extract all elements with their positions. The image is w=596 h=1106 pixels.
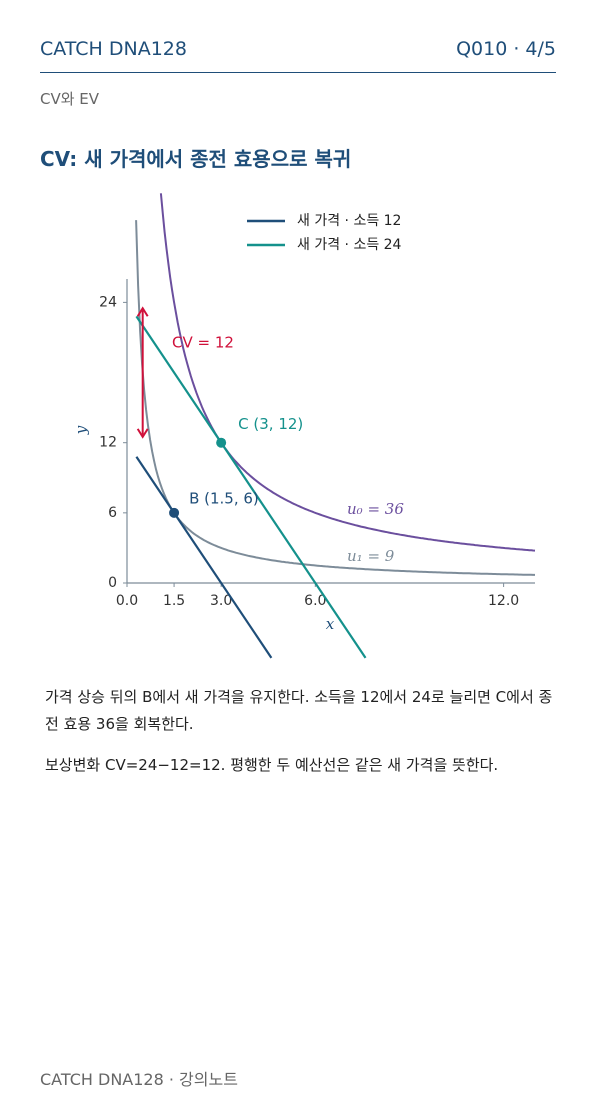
x-tick-label: 6.0 [304,593,326,609]
budget-line [135,315,367,659]
point [169,507,180,518]
title: CV: 새 가격에서 종전 효용으로 복귀 [40,147,352,171]
indifference-curve [135,220,535,576]
x-axis-label: x [326,615,335,633]
arrow-head [136,306,149,317]
budget-line [135,456,273,659]
curve-label: u₁ = 9 [347,547,395,565]
divider [40,72,556,73]
x-tick-label: 0.0 [116,593,138,609]
paragraph: 가격 상승 뒤의 B에서 새 가격을 유지한다. 소득을 12에서 24로 늘리… [45,688,553,733]
paragraph: 보상변화 CV=24−12=12. 평행한 두 예산선은 같은 새 가격을 뜻한… [45,756,499,774]
section: CV와 EV [40,90,100,108]
arrow-head [136,428,149,439]
x-tick-label: 3.0 [210,593,232,609]
brand: CATCH DNA128 [40,38,187,60]
y-axis-label: y [72,425,90,435]
y-tick-label: 12 [99,435,117,451]
y-tick-label: 0 [108,575,117,591]
page-number: Q010 · 4/5 [456,38,556,60]
y-tick-label: 6 [108,505,117,521]
cv-label: CV = 12 [172,334,234,352]
legend-label: 새 가격 · 소득 24 [297,237,402,253]
x-tick-label: 12.0 [488,593,519,609]
y-tick-label: 24 [99,294,117,310]
point-label: C (3, 12) [238,415,303,433]
point [216,437,227,448]
chart: 0.0 1.5 3.0 6.0 12.0 0 6 12 24 x y u₀ = 36 u₁ = 9 새 가… [72,193,536,659]
legend-label: 새 가격 · 소득 12 [297,213,401,229]
x-tick-label: 1.5 [163,593,185,609]
footer: CATCH DNA128 · 강의노트 [40,1070,238,1089]
point-label: B (1.5, 6) [189,489,259,507]
curve-label: u₀ = 36 [347,500,404,518]
